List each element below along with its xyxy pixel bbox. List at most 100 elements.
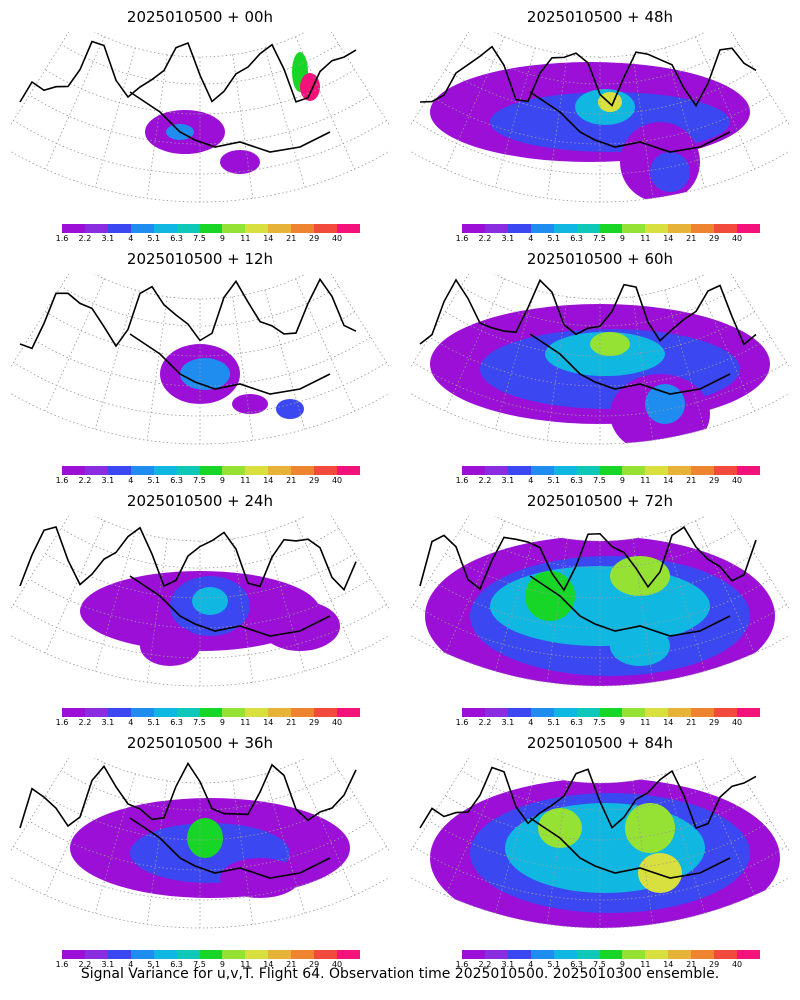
variance-map <box>410 32 790 203</box>
colorbar-label: 14 <box>263 718 274 727</box>
colorbar-label: 4 <box>128 476 134 485</box>
variance-contour <box>232 394 268 414</box>
colorbar <box>62 466 360 475</box>
colorbar-label: 29 <box>309 476 320 485</box>
map-panel: 2025010500 + 00h 1.6 2.2 3.1 4 5.1 6.3 7.5 9 11 14… <box>0 0 400 245</box>
colorbar-swatch <box>668 950 692 959</box>
colorbar-swatch <box>268 708 292 717</box>
colorbar-swatch <box>737 224 760 233</box>
colorbar-swatch <box>553 708 577 717</box>
colorbar-swatch <box>622 708 646 717</box>
figure-caption: Signal Variance for u,v,T. Flight 64. Ob… <box>80 966 720 982</box>
colorbar-labels: 1.6 2.2 3.1 4 5.1 6.3 7.5 9 11 14 21 29 40 <box>456 234 760 246</box>
colorbar-label: 14 <box>663 718 674 727</box>
colorbar-label: 1.6 <box>55 718 69 727</box>
colorbar-swatch <box>530 708 554 717</box>
colorbar-label: 3.1 <box>501 476 515 485</box>
colorbar-label: 2.2 <box>78 476 92 485</box>
colorbar-swatch <box>484 224 508 233</box>
colorbar-swatch <box>199 708 223 717</box>
colorbar-label: 3.1 <box>101 718 115 727</box>
map-panel: 2025010500 + 72h 1.6 2.2 3.1 4 5.1 6.3 7.5 9 11 14… <box>400 484 800 729</box>
colorbar-label: 21 <box>286 718 297 727</box>
variance-contour <box>180 358 230 390</box>
colorbar-label: 9 <box>219 234 225 243</box>
colorbar-label: 1.6 <box>55 960 69 969</box>
colorbar-swatch <box>484 708 508 717</box>
colorbar-label: 2.2 <box>78 234 92 243</box>
colorbar-swatch <box>530 466 554 475</box>
colorbar-swatch <box>507 708 531 717</box>
coastline <box>419 45 757 153</box>
colorbar-label: 6.3 <box>170 234 183 243</box>
panel-title: 2025010500 + 24h <box>126 492 274 510</box>
colorbar-swatch <box>153 224 177 233</box>
graticule <box>10 32 390 203</box>
colorbar-label: 2.2 <box>478 476 492 485</box>
colorbar-swatch <box>153 950 177 959</box>
variance-contour <box>220 858 300 898</box>
colorbar-swatch <box>314 466 338 475</box>
variance-contour <box>625 803 675 853</box>
variance-contour <box>645 384 685 424</box>
colorbar-swatch <box>714 950 738 959</box>
colorbar-swatch <box>462 950 485 959</box>
colorbar-swatch <box>222 224 246 233</box>
colorbar-swatch <box>107 224 131 233</box>
colorbar-label: 5.1 <box>547 234 561 243</box>
colorbar-swatch <box>245 708 269 717</box>
colorbar-swatch <box>84 708 108 717</box>
colorbar-swatch <box>84 950 108 959</box>
colorbar-swatch <box>130 224 154 233</box>
map-panel: 2025010500 + 24h 1.6 2.2 3.1 4 5.1 6.3 7.5 9 11 14… <box>0 484 400 729</box>
colorbar-swatch <box>107 950 131 959</box>
colorbar-label: 7.5 <box>193 234 206 243</box>
colorbar-labels: 1.6 2.2 3.1 4 5.1 6.3 7.5 9 11 14 21 29 40 <box>56 234 360 246</box>
colorbar-label: 7.5 <box>593 476 606 485</box>
colorbar-label: 3.1 <box>101 476 115 485</box>
colorbar-label: 7.5 <box>593 234 606 243</box>
colorbar-label: 29 <box>309 234 320 243</box>
colorbar-label: 6.3 <box>570 718 583 727</box>
colorbar-swatch <box>176 950 200 959</box>
colorbar-swatch <box>245 224 269 233</box>
variance-contour <box>610 556 670 596</box>
colorbar-label: 4 <box>528 476 534 485</box>
colorbar-swatch <box>176 466 200 475</box>
colorbar-swatch <box>176 224 200 233</box>
colorbar-label: 4 <box>528 960 534 969</box>
colorbar-label: 21 <box>686 960 697 969</box>
colorbar-swatch <box>645 466 669 475</box>
colorbar <box>62 950 360 959</box>
colorbar-swatch <box>268 466 292 475</box>
colorbar-swatch <box>199 224 223 233</box>
colorbar-label: 40 <box>731 718 743 727</box>
colorbar-label: 5.1 <box>547 476 561 485</box>
colorbar-swatch <box>153 708 177 717</box>
colorbar-swatch <box>130 708 154 717</box>
colorbar-label: 11 <box>640 234 651 243</box>
colorbar-label: 1.6 <box>455 718 469 727</box>
colorbar-swatch <box>622 466 646 475</box>
variance-map <box>10 758 390 929</box>
colorbar-label: 1.6 <box>455 960 469 969</box>
coastline <box>19 761 357 879</box>
colorbar <box>462 708 760 717</box>
colorbar-swatch <box>645 950 669 959</box>
colorbar-label: 3.1 <box>501 234 515 243</box>
map-panel: 2025010500 + 84h 1.6 2.2 3.1 4 5.1 6.3 7.5 9 11 14… <box>400 726 800 971</box>
colorbar-label: 14 <box>263 960 274 969</box>
colorbar-swatch <box>268 224 292 233</box>
variance-contour <box>220 150 260 174</box>
variance-map <box>10 274 390 445</box>
colorbar-label: 6.3 <box>570 234 583 243</box>
variance-contour <box>650 152 690 192</box>
colorbar-swatch <box>314 224 338 233</box>
colorbar-swatch <box>107 708 131 717</box>
colorbar-labels: 1.6 2.2 3.1 4 5.1 6.3 7.5 9 11 14 21 29 40 <box>456 960 760 972</box>
coastline <box>19 277 357 395</box>
colorbar-swatch <box>62 708 85 717</box>
colorbar-swatch <box>291 708 315 717</box>
colorbar-swatch <box>245 466 269 475</box>
colorbar-label: 1.6 <box>455 476 469 485</box>
